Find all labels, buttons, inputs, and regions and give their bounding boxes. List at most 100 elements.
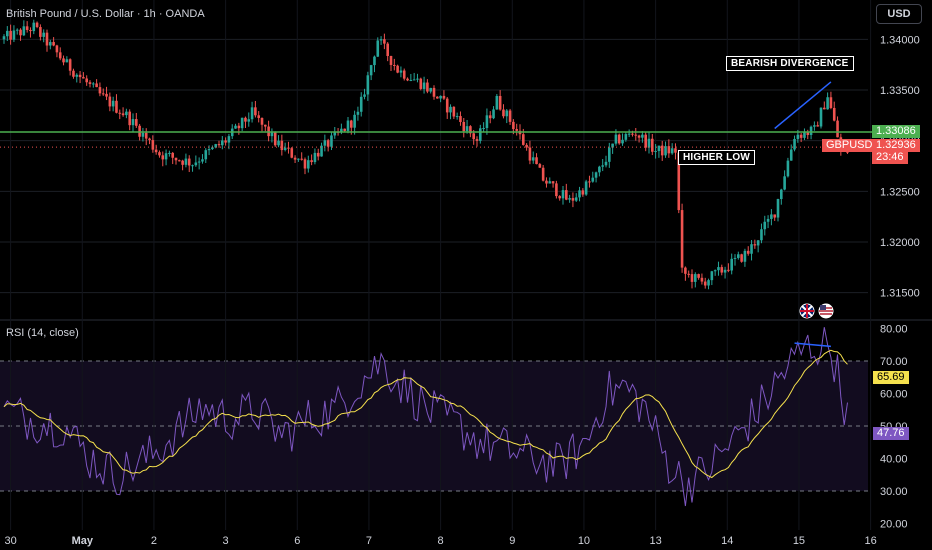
candle-body	[525, 144, 528, 148]
candle-body	[158, 152, 161, 156]
candle-body	[316, 152, 320, 157]
candle-body	[730, 258, 733, 271]
time-tick-label: 6	[294, 535, 300, 547]
candle-body	[687, 273, 690, 275]
candle-body	[561, 190, 565, 199]
candle-body	[207, 149, 211, 151]
candle-body	[786, 160, 790, 177]
candle-body	[723, 269, 727, 273]
candle-body	[492, 109, 495, 119]
candle-body	[148, 138, 151, 141]
candle-body	[449, 106, 452, 113]
rsi-line	[3, 327, 848, 507]
candle-body	[670, 148, 674, 154]
candle-body	[538, 164, 542, 168]
candle-body	[35, 22, 39, 28]
candle-body	[627, 133, 631, 135]
candle-body	[98, 87, 102, 94]
time-tick-label: 15	[793, 535, 805, 547]
candle-body	[42, 32, 45, 37]
candle-body	[591, 177, 595, 182]
candle-body	[432, 87, 436, 97]
candle-body	[737, 254, 740, 258]
candle-body	[393, 64, 396, 66]
candle-body	[293, 157, 297, 160]
candle-body	[396, 65, 399, 73]
candle-body	[720, 267, 724, 273]
candle-body	[717, 267, 720, 271]
rsi-tick-label: 60.00	[880, 389, 908, 401]
time-tick-label: 16	[864, 535, 876, 547]
candle-body	[115, 100, 118, 113]
candle-body	[601, 165, 604, 167]
candle-body	[558, 196, 561, 199]
candle-body	[647, 138, 651, 148]
candle-body	[144, 132, 148, 139]
candle-body	[280, 140, 284, 151]
candle-body	[796, 134, 800, 139]
candle-body	[710, 271, 714, 281]
candle-body	[323, 140, 327, 146]
price-trendline	[774, 81, 832, 130]
time-tick-label: 14	[721, 535, 733, 547]
candle-body	[168, 152, 171, 154]
candle-body	[750, 244, 753, 254]
candle-body	[174, 157, 178, 161]
candle-body	[753, 244, 757, 246]
candle-body	[85, 78, 88, 83]
candle-body	[307, 160, 310, 169]
candle-body	[541, 167, 545, 181]
currency-button[interactable]: USD	[876, 4, 922, 24]
time-tick-label: 2	[151, 535, 157, 547]
candle-body	[254, 107, 257, 116]
candle-body	[19, 29, 22, 36]
time-tick-label: 3	[223, 535, 229, 547]
candle-body	[756, 240, 760, 246]
candle-body	[121, 113, 125, 116]
candle-body	[12, 30, 16, 40]
candle-body	[568, 198, 571, 200]
candle-body	[128, 111, 131, 126]
candle-body	[495, 95, 499, 110]
candle-body	[389, 55, 393, 65]
candle-body	[187, 158, 191, 166]
candle-body	[465, 126, 469, 132]
candle-body	[660, 145, 664, 156]
candle-body	[793, 138, 796, 150]
time-tick-label: 10	[578, 535, 590, 547]
candle-body	[588, 181, 591, 183]
candle-body	[637, 135, 641, 138]
candle-body	[270, 132, 274, 137]
candle-body	[297, 158, 300, 160]
candle-body	[287, 147, 290, 149]
countdown-label: 23:46	[872, 151, 908, 164]
candle-body	[330, 135, 333, 147]
higher-low-label: HIGHER LOW	[678, 150, 755, 165]
candle-body	[273, 132, 277, 146]
candle-body	[369, 65, 373, 76]
candle-body	[244, 117, 247, 122]
candle-body	[326, 140, 330, 147]
candle-body	[479, 128, 482, 141]
candle-body	[528, 147, 532, 161]
candle-body	[819, 107, 823, 127]
time-tick-label: 8	[438, 535, 444, 547]
candle-body	[727, 269, 730, 271]
candle-body	[52, 42, 55, 46]
candle-body	[617, 134, 621, 144]
candle-body	[45, 32, 49, 46]
candle-body	[472, 133, 475, 140]
candle-body	[320, 145, 323, 157]
rsi-tick-label: 80.00	[880, 324, 908, 336]
candle-body	[131, 119, 135, 126]
candle-body	[171, 152, 174, 158]
candle-body	[760, 229, 763, 241]
candle-body	[78, 74, 82, 78]
candle-body	[565, 190, 568, 200]
bearish-divergence-label: BEARISH DIVERGENCE	[726, 56, 854, 71]
level-price-label: 1.33086	[872, 125, 920, 138]
candle-body	[445, 98, 449, 113]
candle-body	[416, 78, 419, 80]
candle-body	[621, 139, 624, 144]
